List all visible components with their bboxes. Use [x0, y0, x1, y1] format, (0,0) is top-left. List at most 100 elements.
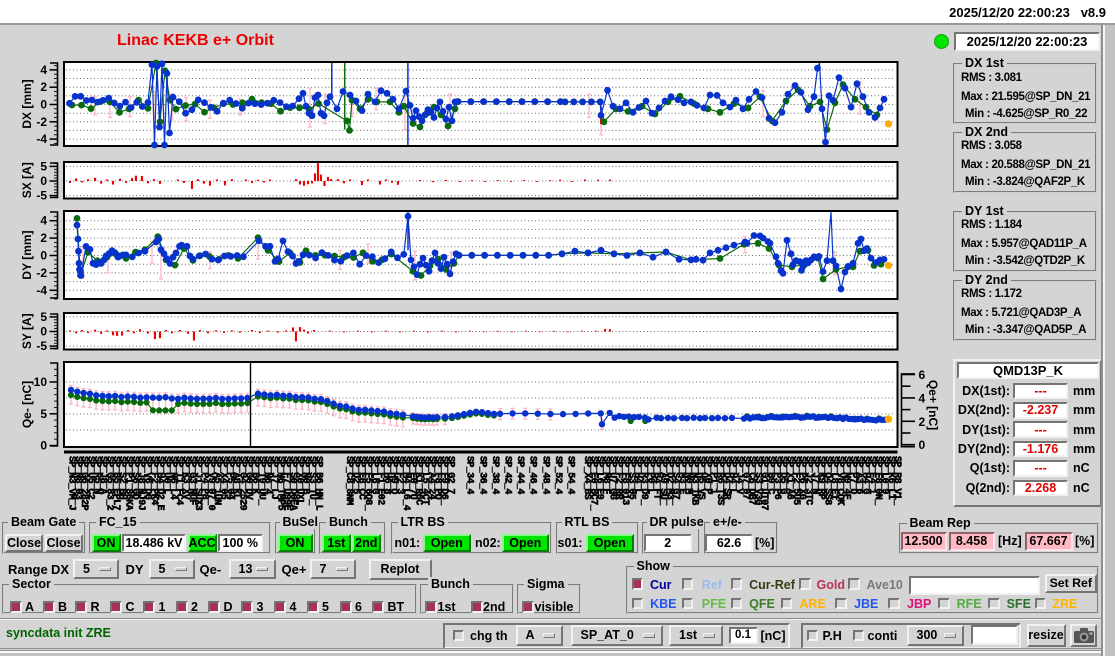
- svg-text:SP_B4_FT: SP_B4_FT: [651, 456, 662, 500]
- svg-text:SP_A8_KL: SP_A8_KL: [230, 456, 241, 500]
- svg-text:SP_N9_4F_: SP_N9_4F_: [841, 456, 852, 506]
- svg-text:SP_L6_E9: SP_L6_E9: [594, 456, 605, 500]
- svg-text:4: 4: [40, 63, 47, 77]
- svg-text:-2: -2: [36, 266, 47, 280]
- svg-text:SP_M4_L6_4: SP_M4_L6_4: [400, 456, 411, 511]
- svg-text:SP_P7_D: SP_P7_D: [847, 456, 858, 494]
- svg-text:-5: -5: [36, 189, 47, 203]
- svg-text:5: 5: [40, 310, 47, 324]
- svg-text:SP_K9_RP: SP_K9_RP: [815, 456, 826, 500]
- svg-text:SP_N0_B: SP_N0_B: [300, 456, 311, 494]
- svg-text:SP_L6_G: SP_L6_G: [368, 456, 379, 494]
- svg-text:SP_E8_CC: SP_E8_CC: [356, 456, 367, 500]
- svg-text:SP_38_4: SP_38_4: [489, 456, 500, 494]
- svg-text:-4: -4: [36, 132, 47, 146]
- svg-text:SP_G7_07: SP_G7_07: [739, 456, 750, 500]
- svg-text:SP_F2_3: SP_F2_3: [394, 456, 405, 494]
- svg-text:SP_K3_XV: SP_K3_XV: [179, 456, 190, 500]
- svg-text:SP_P6_XG: SP_P6_XG: [796, 456, 807, 500]
- svg-text:10: 10: [34, 375, 48, 389]
- svg-text:SP_S3_05: SP_S3_05: [625, 456, 636, 500]
- svg-text:SP_H4_D2_E: SP_H4_D2_E: [154, 456, 165, 511]
- svg-text:SP_V9_07_0: SP_V9_07_0: [205, 456, 216, 511]
- svg-text:SP_34_4: SP_34_4: [464, 456, 475, 494]
- svg-text:SP_U7_GG: SP_U7_GG: [606, 456, 617, 500]
- svg-text:SP_A9_SU_: SP_A9_SU_: [657, 456, 668, 506]
- svg-text:SP_C6_DB7: SP_C6_DB7: [746, 456, 757, 505]
- svg-text:SP_E4_1: SP_E4_1: [866, 456, 877, 494]
- svg-text:SP_J1_SUX3: SP_J1_SUX3: [192, 456, 203, 511]
- svg-text:SP_S4_G7_: SP_S4_G7_: [670, 456, 681, 506]
- svg-text:SP_F8_013: SP_F8_013: [619, 456, 630, 505]
- svg-text:SP_X0_P: SP_X0_P: [701, 456, 712, 494]
- svg-text:SP_52_4: SP_52_4: [552, 456, 563, 494]
- svg-text:SP_X4_05: SP_X4_05: [217, 456, 228, 500]
- svg-text:2: 2: [40, 80, 47, 94]
- svg-text:SP_T9_UU_: SP_T9_UU_: [255, 456, 266, 506]
- svg-text:SX [A]: SX [A]: [20, 162, 34, 198]
- svg-text:SP_G1_UT07: SP_G1_UT07: [758, 456, 769, 511]
- svg-text:SP_G6_282P: SP_G6_282P: [78, 456, 89, 511]
- svg-text:SP_D2_5: SP_D2_5: [349, 456, 360, 494]
- svg-text:SP_B6_K: SP_B6_K: [249, 456, 260, 494]
- svg-text:SP_F1_E02: SP_F1_E02: [375, 456, 386, 505]
- svg-text:SP_P0_L: SP_P0_L: [644, 456, 655, 494]
- svg-text:SP_S2_BH: SP_S2_BH: [116, 456, 127, 500]
- svg-text:SP_F5_6Q8_: SP_F5_6Q8_: [362, 456, 373, 512]
- svg-text:-2: -2: [36, 115, 47, 129]
- svg-text:SP_D5_G: SP_D5_G: [777, 456, 788, 494]
- svg-text:SP_S3_V3G: SP_S3_V3G: [752, 456, 763, 505]
- svg-text:SP_X1_A6: SP_X1_A6: [784, 456, 795, 500]
- svg-text:SP_V6_DG: SP_V6_DG: [142, 456, 153, 500]
- svg-text:SP_N0_M: SP_N0_M: [682, 456, 693, 494]
- svg-text:SP_H4_G: SP_H4_G: [860, 456, 871, 494]
- svg-text:SP_P1_86KA: SP_P1_86KA: [123, 456, 134, 511]
- svg-text:SP_F2_RR: SP_F2_RR: [613, 456, 624, 500]
- svg-text:SP_F2_PK4: SP_F2_PK4: [148, 456, 159, 505]
- svg-text:SP_N8_03_: SP_N8_03_: [72, 456, 83, 506]
- svg-text:SP_H9_Q: SP_H9_Q: [387, 456, 398, 494]
- svg-text:Qe- [nC]: Qe- [nC]: [20, 381, 34, 428]
- svg-text:SP_G2_7: SP_G2_7: [444, 456, 455, 494]
- svg-text:SP_F9_D6_: SP_F9_D6_: [438, 456, 449, 506]
- svg-text:-4: -4: [36, 283, 47, 297]
- svg-text:5: 5: [40, 159, 47, 173]
- svg-text:SP_J8_NJ9J: SP_J8_NJ9J: [135, 456, 146, 510]
- svg-text:SP_M3_E: SP_M3_E: [676, 456, 687, 494]
- svg-text:SP_J8_A: SP_J8_A: [97, 456, 108, 494]
- svg-text:SP_H4_L: SP_H4_L: [632, 456, 643, 494]
- svg-text:SP_B6_HN_L: SP_B6_HN_L: [312, 456, 323, 511]
- svg-text:SP_L8_E1: SP_L8_E1: [828, 456, 839, 500]
- svg-text:SP_R3_D9_: SP_R3_D9_: [638, 456, 649, 506]
- svg-text:SP_B5_EPL7: SP_B5_EPL7: [110, 456, 121, 511]
- svg-text:SP_U5_C2: SP_U5_C2: [85, 456, 96, 500]
- svg-text:SP_T1_FC4: SP_T1_FC4: [173, 456, 184, 505]
- svg-text:DX [mm]: DX [mm]: [20, 79, 34, 128]
- svg-text:SP_N6_4: SP_N6_4: [262, 456, 273, 494]
- svg-text:SP_F2_5U5: SP_F2_5U5: [790, 456, 801, 505]
- svg-text:SP_C8_8NM: SP_C8_8NM: [343, 456, 354, 505]
- svg-text:0: 0: [40, 325, 47, 339]
- svg-text:SP_K6_L1: SP_K6_L1: [885, 456, 896, 500]
- svg-text:SP_A3_6: SP_A3_6: [853, 456, 864, 494]
- svg-text:SP_G0_DV_: SP_G0_DV_: [243, 456, 254, 506]
- svg-text:SP_R6_T3S: SP_R6_T3S: [714, 456, 725, 505]
- svg-text:SP_B9_C: SP_B9_C: [765, 456, 776, 494]
- svg-text:SP_P3_P6: SP_P3_P6: [771, 456, 782, 500]
- svg-text:SP_A4_24: SP_A4_24: [425, 456, 436, 500]
- svg-text:SP_D4_SR_: SP_D4_SR_: [720, 456, 731, 506]
- svg-text:SP_E0_7U: SP_E0_7U: [406, 456, 417, 500]
- svg-text:SP_G5_83_2: SP_G5_83_2: [104, 456, 115, 511]
- svg-text:5: 5: [40, 407, 47, 421]
- svg-text:SP_N6_TMP5: SP_N6_TMP5: [274, 456, 285, 511]
- svg-text:SP_H6_8: SP_H6_8: [381, 456, 392, 494]
- svg-text:SP_42_4: SP_42_4: [502, 456, 513, 494]
- svg-text:SP_S0_D0EA: SP_S0_D0EA: [287, 456, 298, 511]
- svg-text:DY [mm]: DY [mm]: [20, 230, 34, 279]
- svg-text:6: 6: [919, 368, 926, 382]
- svg-text:SP_R8_V1_: SP_R8_V1_: [891, 456, 902, 506]
- svg-text:0: 0: [40, 249, 47, 263]
- svg-text:SP_J7_N: SP_J7_N: [809, 456, 820, 494]
- svg-text:SP_A5_1UN: SP_A5_1UN: [211, 456, 222, 505]
- svg-text:SP_L5_4CT: SP_L5_4CT: [419, 456, 430, 505]
